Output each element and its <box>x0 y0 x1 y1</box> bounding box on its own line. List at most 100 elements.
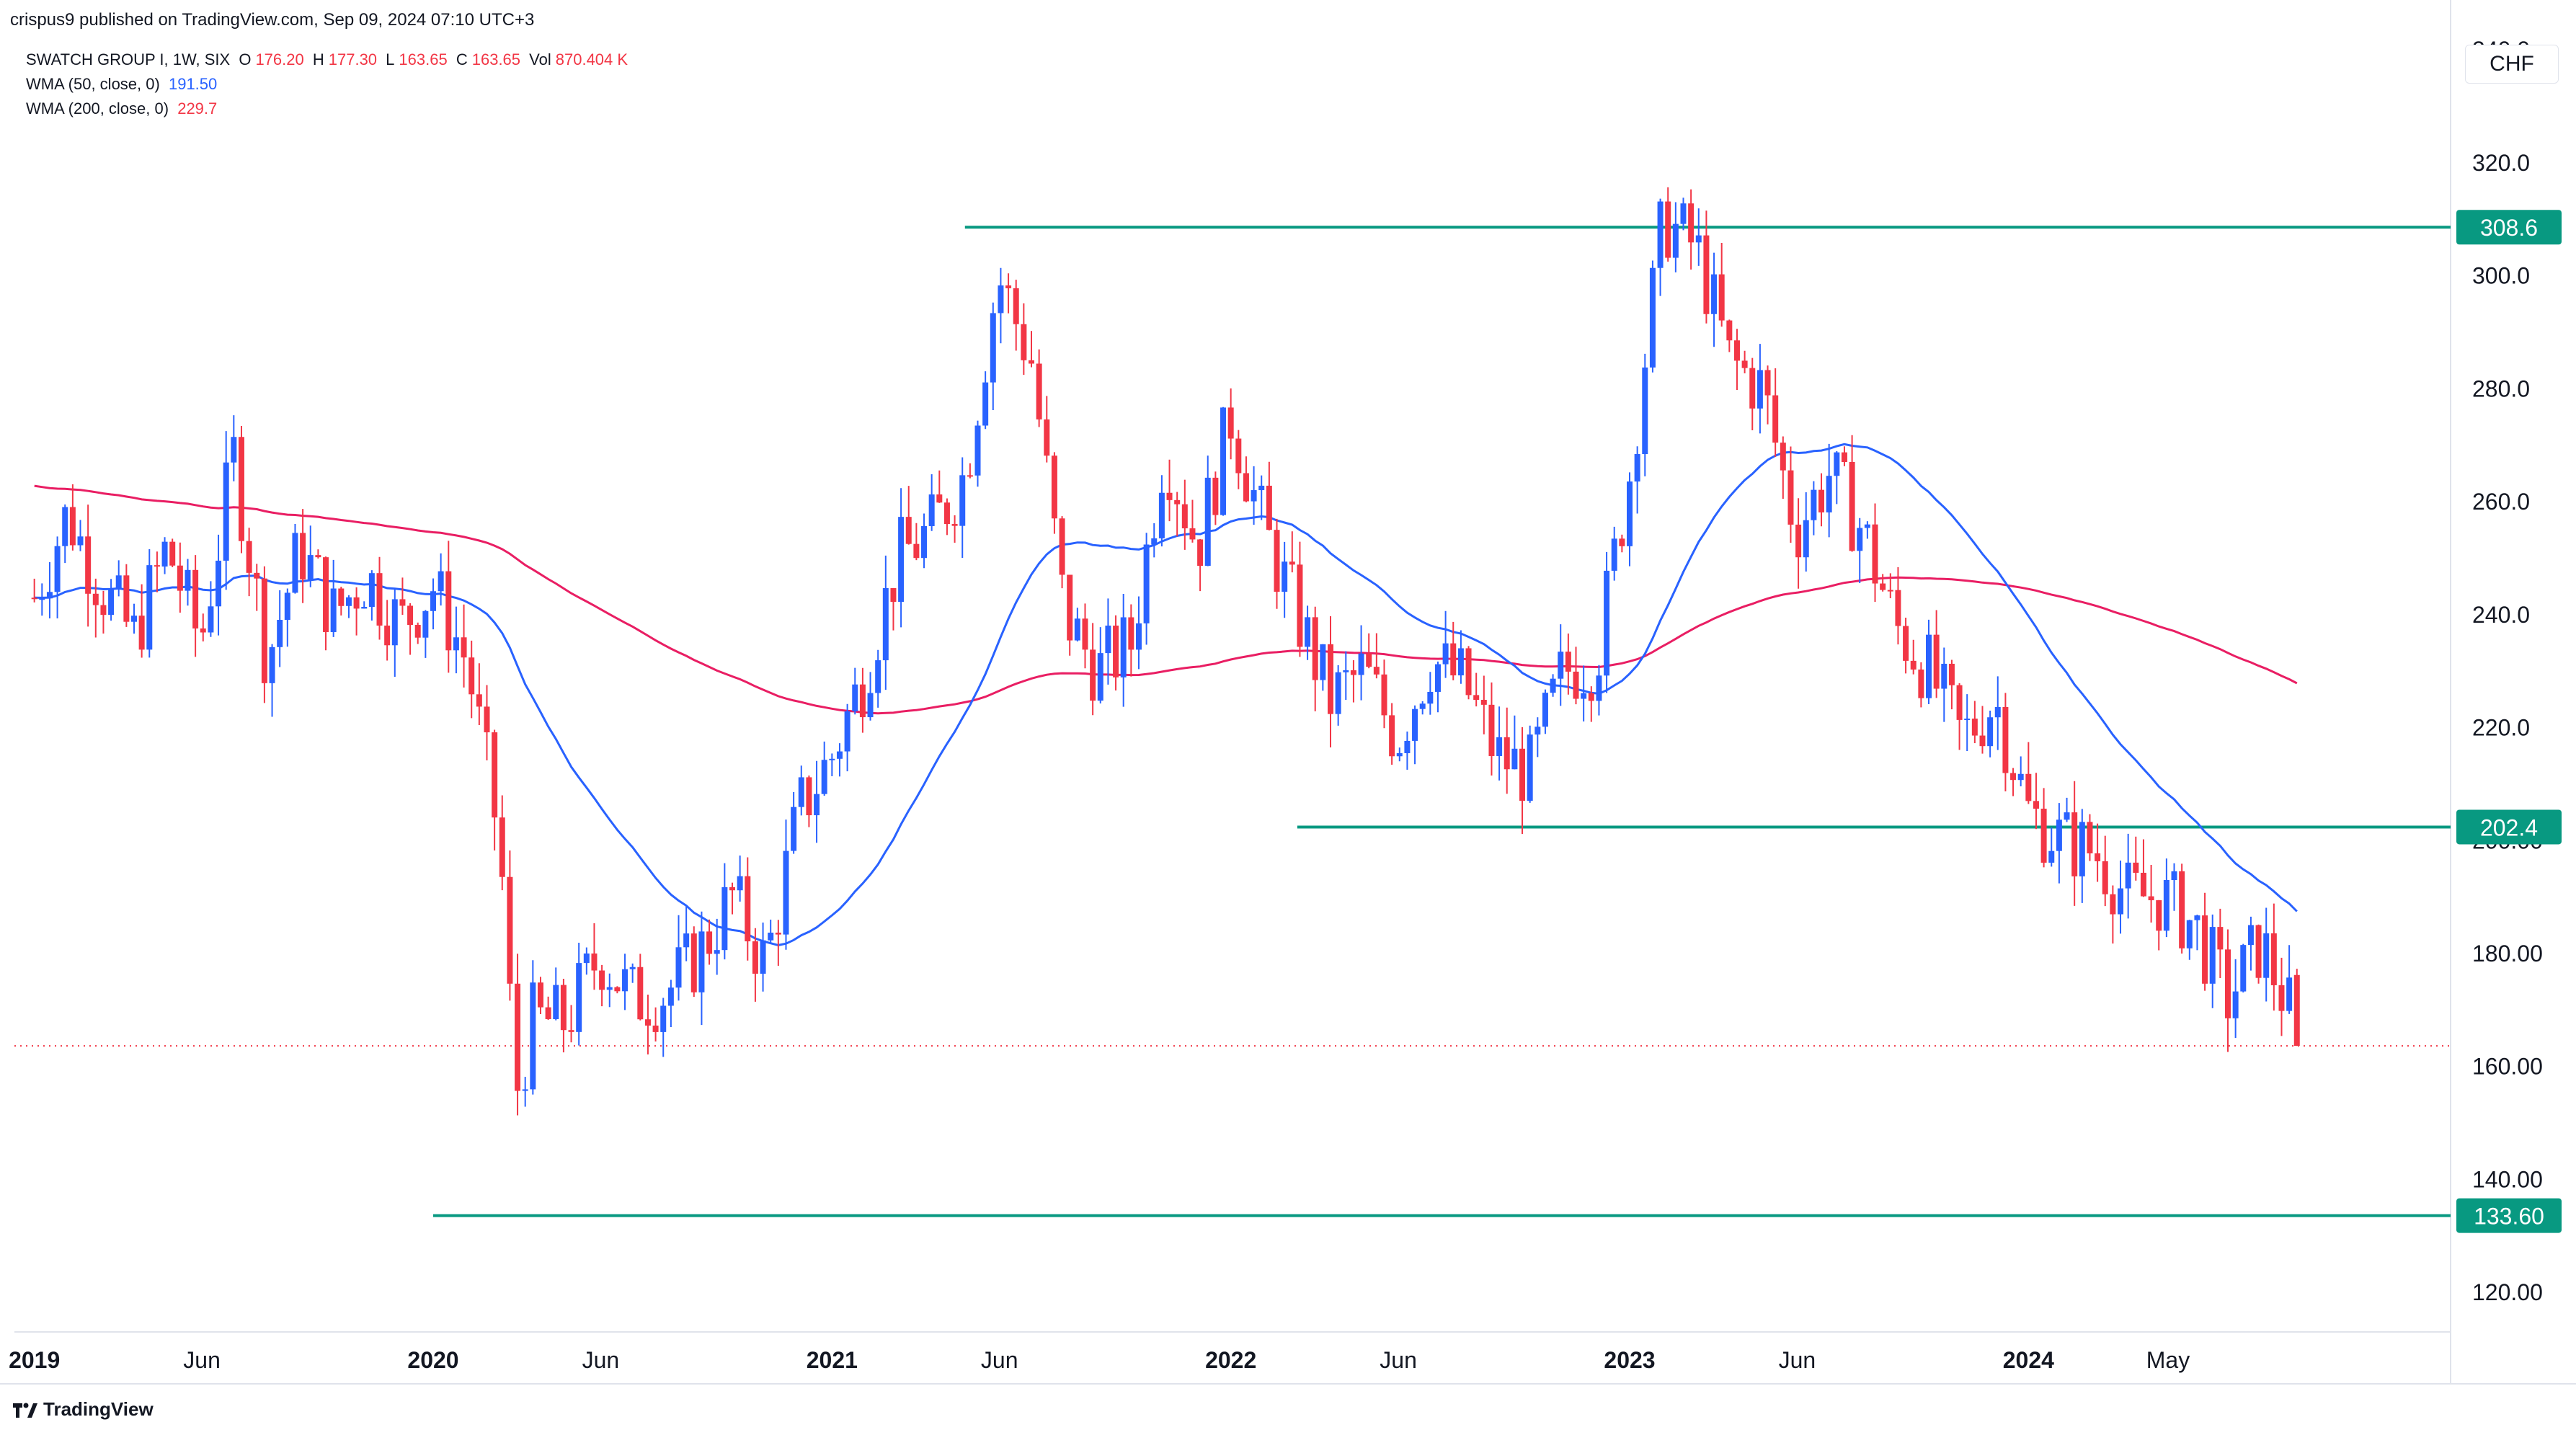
candle-body <box>1665 201 1671 258</box>
candle-body <box>553 985 559 1019</box>
candle-body <box>990 313 996 383</box>
candle-body <box>2048 850 2055 863</box>
candle-body <box>1128 617 1134 650</box>
candle-body <box>1933 634 1940 689</box>
x-tick-label: Jun <box>1380 1347 1417 1373</box>
currency-button[interactable]: CHF <box>2465 45 2559 84</box>
candle-body <box>721 887 728 951</box>
candle-body <box>2110 894 2116 915</box>
candle-body <box>1695 235 1702 243</box>
candle-body <box>1504 737 1510 770</box>
candle-body <box>414 625 421 638</box>
candle-body <box>1657 201 1664 268</box>
low-label: L <box>386 50 395 68</box>
candle-body <box>2194 915 2200 920</box>
candle-body <box>1596 675 1602 701</box>
candle-body <box>1343 670 1349 672</box>
candle-body <box>1266 485 1272 530</box>
candle-body <box>1113 625 1119 677</box>
candle-body <box>1558 652 1564 679</box>
candle-body <box>1097 653 1103 701</box>
candle-body <box>307 555 314 579</box>
candle-body <box>1243 473 1249 502</box>
candle-body <box>1780 443 1786 471</box>
x-tick-label: May <box>2146 1347 2190 1373</box>
candle-body <box>1711 274 1718 314</box>
candle-body <box>683 933 690 948</box>
candle-body <box>1358 653 1364 675</box>
candle-body <box>2125 862 2131 889</box>
candle-body <box>1480 699 1487 705</box>
x-tick-label: Jun <box>1779 1347 1816 1373</box>
candle-body <box>1181 504 1188 529</box>
candle-body <box>123 575 130 622</box>
price-level-badge <box>2456 210 2562 245</box>
candle-body <box>1442 643 1449 665</box>
wma200-legend[interactable]: WMA (200, close, 0) 229.7 <box>26 99 221 118</box>
candle-body <box>2202 915 2208 984</box>
wma200-value: 229.7 <box>177 99 218 117</box>
candle-body <box>1795 524 1802 558</box>
candle-body <box>1258 485 1265 491</box>
candle-body <box>1519 748 1526 801</box>
y-tick-label: 120.00 <box>2472 1279 2543 1305</box>
candle-body <box>890 588 897 603</box>
price-level-label: 202.4 <box>2480 814 2538 840</box>
tradingview-logo[interactable]: TradingView <box>13 1398 154 1421</box>
candle-body <box>1550 678 1556 693</box>
candle-body <box>1910 660 1917 670</box>
candle-body <box>821 760 827 794</box>
candle-body <box>2133 862 2139 873</box>
candle-body <box>468 657 475 695</box>
candle-body <box>430 591 436 611</box>
candle-body <box>353 597 360 609</box>
candle-body <box>223 462 229 561</box>
candle-body <box>1672 223 1679 258</box>
tradingview-brand: TradingView <box>43 1398 154 1420</box>
candle-body <box>951 524 958 526</box>
tradingview-logo-icon <box>13 1403 37 1418</box>
candle-body <box>2079 822 2085 876</box>
candle-body <box>1328 644 1333 714</box>
candle-body <box>1787 470 1794 525</box>
x-tick-label: 2023 <box>1604 1347 1655 1373</box>
candle-body <box>576 963 582 1032</box>
candle-body <box>2025 773 2032 801</box>
candle-body <box>92 593 99 605</box>
candle-body <box>1627 481 1633 546</box>
candle-body <box>791 807 797 851</box>
candle-body <box>1756 370 1763 409</box>
candle-body <box>2255 925 2262 978</box>
candle-body <box>1074 618 1080 641</box>
candle-body <box>422 610 429 638</box>
candle-body <box>169 541 176 566</box>
open-value: 176.20 <box>255 50 304 68</box>
candle-body <box>277 620 283 647</box>
price-level-badge <box>2456 1198 2562 1233</box>
candle-body <box>1381 674 1387 716</box>
candle-body <box>1956 685 1963 720</box>
candle-body <box>614 987 621 992</box>
candle-body <box>2278 985 2285 1011</box>
y-tick-label: 180.00 <box>2472 941 2543 967</box>
candle-body <box>2186 920 2193 948</box>
candle-body <box>391 599 398 646</box>
candle-body <box>1619 538 1625 546</box>
wma50-legend[interactable]: WMA (50, close, 0) 191.50 <box>26 75 221 94</box>
candle-body <box>928 494 935 526</box>
candle-body <box>859 684 866 718</box>
candle-body <box>1059 518 1065 575</box>
candle-body <box>69 507 76 546</box>
x-tick-label: 2024 <box>2003 1347 2054 1373</box>
candle-body <box>2270 933 2277 985</box>
candle-body <box>77 536 84 546</box>
candle-body <box>1718 274 1725 321</box>
candle-body <box>998 285 1004 314</box>
candle-body <box>2102 861 2108 894</box>
candle-body <box>85 536 92 594</box>
candle-body <box>1511 748 1518 770</box>
candle-body <box>1811 489 1817 520</box>
candle-body <box>54 546 61 592</box>
